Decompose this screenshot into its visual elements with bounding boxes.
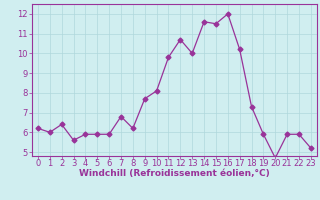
X-axis label: Windchill (Refroidissement éolien,°C): Windchill (Refroidissement éolien,°C) xyxy=(79,169,270,178)
